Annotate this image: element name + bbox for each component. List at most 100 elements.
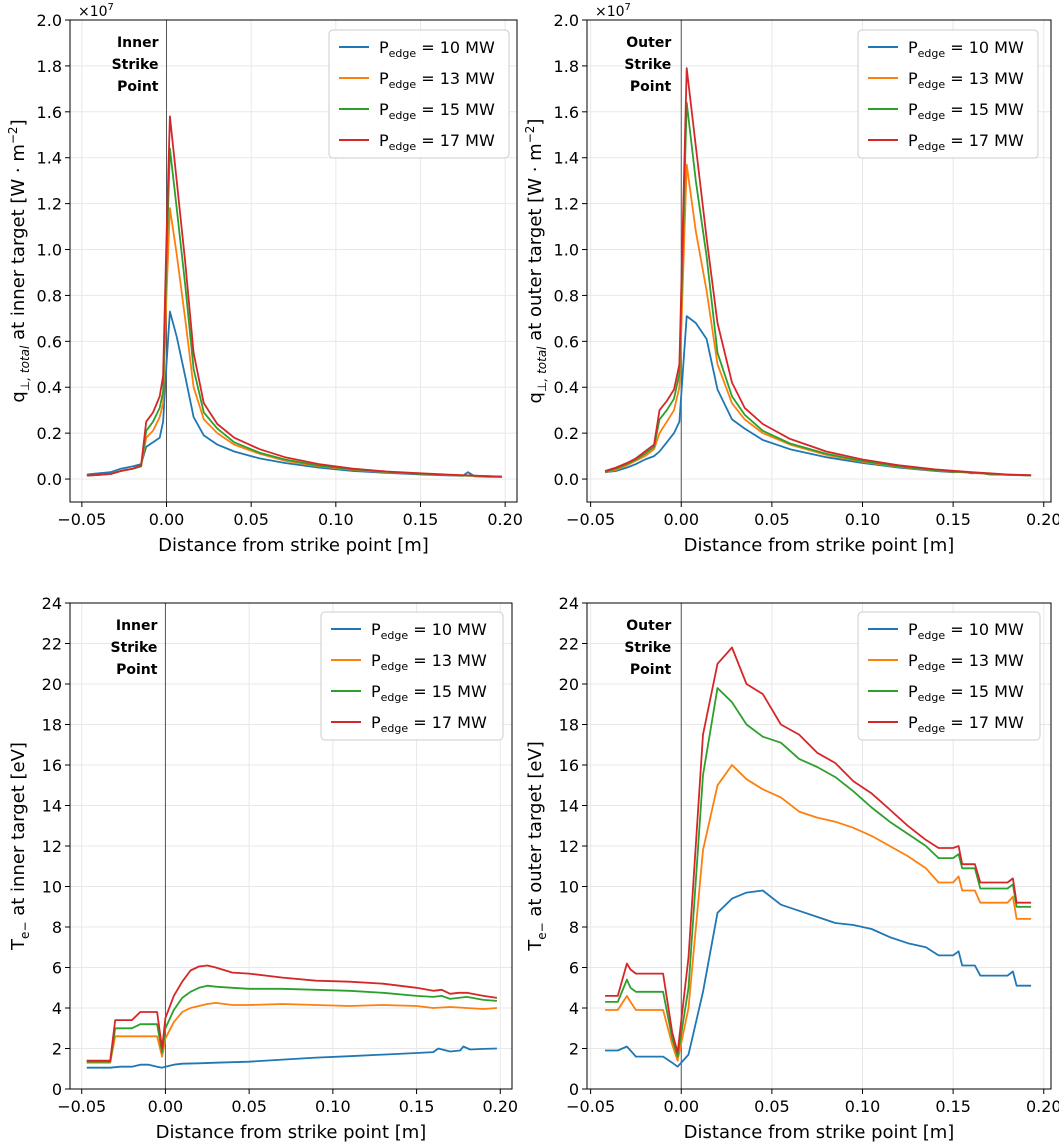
y-tick-label: 1.2 [554, 195, 579, 214]
y-axis-label: q⊥, total at inner target [W · m−2] [6, 119, 32, 402]
legend: Pedge = 10 MW Pedge = 13 MW Pedge = 15 MW P… [857, 611, 1041, 741]
y-tick-label: 18 [559, 716, 579, 735]
chart-panel-top-left: −0.05 0.00 0.05 0.10 0.15 0.20 0.0 0.2 0.4 0.6 0.8… [6, 2, 523, 556]
x-tick-label: 0.20 [1026, 1097, 1059, 1116]
axes-frame [69, 19, 518, 503]
x-tick-label: 0.10 [315, 1097, 351, 1116]
axis-multiplier: ×107 [595, 2, 631, 20]
axis-multiplier: ×107 [78, 2, 114, 20]
y-tick-label: 2 [52, 1040, 62, 1059]
y-tick-label: 10 [559, 878, 579, 897]
y-tick-label: 14 [559, 797, 579, 816]
y-tick-label: 0.0 [554, 470, 579, 489]
chart-panel-bottom-right: −0.05 0.00 0.05 0.10 0.15 0.20024681012141618… [525, 594, 1059, 1143]
y-tick-label: 16 [559, 756, 579, 775]
y-tick-label: 16 [42, 756, 62, 775]
y-tick-label: 24 [42, 594, 62, 613]
y-axis-label: q⊥, total at outer target [W · m−2] [523, 119, 549, 404]
y-tick-label: 0.4 [37, 378, 62, 397]
x-tick-label: 0.00 [149, 510, 185, 529]
x-tick-label: 0.00 [663, 510, 699, 529]
y-tick-label: 1.2 [37, 195, 62, 214]
legend-label: Pedge = 17 MW [371, 713, 487, 735]
y-tick-label: 18 [42, 716, 62, 735]
y-tick-label: 8 [52, 918, 62, 937]
y-axis-label: Te− at inner target [eV] [8, 742, 32, 951]
legend-label: Pedge = 15 MW [379, 100, 495, 122]
y-tick-label: 8 [569, 918, 579, 937]
y-tick-label: 0.6 [37, 332, 62, 351]
chart-panel-bottom-left: −0.05 0.00 0.05 0.10 0.15 0.20024681012141618… [8, 594, 518, 1143]
x-tick-label: 0.10 [845, 1097, 881, 1116]
series-line-13mw [604, 163, 1032, 477]
strike-point-annotation: Outer Strike Point [624, 35, 671, 95]
legend-label: Pedge = 15 MW [371, 682, 487, 704]
y-tick-label: 20 [559, 675, 579, 694]
series-line-17mw [604, 67, 1032, 476]
x-axis-label: Distance from strike point [m] [684, 535, 955, 556]
y-tick-label: 4 [52, 999, 62, 1018]
x-tick-label: 0.20 [482, 1097, 518, 1116]
legend-label: Pedge = 15 MW [908, 100, 1024, 122]
legend-label: Pedge = 13 MW [908, 69, 1024, 91]
legend-label: Pedge = 17 MW [908, 713, 1024, 735]
y-tick-label: 0.0 [37, 470, 62, 489]
legend-label: Pedge = 10 MW [379, 38, 495, 60]
x-tick-label: 0.15 [403, 510, 439, 529]
legend: Pedge = 10 MW Pedge = 13 MW Pedge = 15 MW P… [857, 29, 1039, 159]
y-tick-label: 1.8 [554, 57, 579, 76]
legend-label: Pedge = 17 MW [379, 131, 495, 153]
strike-point-annotation: Inner Strike Point [111, 618, 158, 678]
chart-panel-top-right: −0.05 0.00 0.05 0.10 0.15 0.20 0.0 0.2 0.4 0.6 0.8… [523, 2, 1059, 556]
legend-label: Pedge = 10 MW [908, 620, 1024, 642]
series-line-17mw [86, 964, 498, 1062]
y-tick-label: 0.2 [37, 424, 62, 443]
x-tick-label: 0.15 [399, 1097, 435, 1116]
legend-label: Pedge = 15 MW [908, 682, 1024, 704]
y-tick-label: 4 [569, 999, 579, 1018]
y-axis-label: Te− at outer target [eV] [525, 741, 549, 952]
x-tick-label: 0.05 [233, 510, 269, 529]
x-tick-label: 0.10 [845, 510, 881, 529]
y-tick-label: 12 [559, 837, 579, 856]
y-tick-label: 22 [42, 635, 62, 654]
y-tick-label: 1.8 [37, 57, 62, 76]
x-axis-label: Distance from strike point [m] [158, 535, 429, 556]
x-tick-label: 0.05 [754, 1097, 790, 1116]
series-line-13mw [86, 1002, 497, 1064]
y-tick-label: 0.6 [554, 332, 579, 351]
y-tick-label: 0 [569, 1080, 579, 1099]
y-tick-label: 1.0 [554, 241, 579, 260]
y-tick-label: 0.8 [554, 286, 579, 305]
series-line-10mw [86, 310, 502, 478]
x-tick-label: −0.05 [57, 510, 106, 529]
legend: Pedge = 10 MW Pedge = 13 MW Pedge = 15 MW P… [320, 611, 504, 741]
legend-box [320, 611, 504, 741]
axes-frame [586, 19, 1052, 503]
y-tick-label: 1.6 [37, 103, 62, 122]
x-axis-label: Distance from strike point [m] [684, 1122, 955, 1143]
x-tick-label: −0.05 [566, 1097, 615, 1116]
series-line-17mw [605, 646, 1032, 1054]
y-tick-label: 0.2 [554, 424, 579, 443]
legend-box [857, 611, 1041, 741]
y-tick-label: 22 [559, 635, 579, 654]
x-tick-label: 0.05 [231, 1097, 267, 1116]
strike-point-annotation: Outer Strike Point [624, 618, 671, 678]
x-axis-label: Distance from strike point [m] [156, 1122, 427, 1143]
x-tick-label: 0.00 [663, 1097, 699, 1116]
x-tick-label: 0.20 [487, 510, 523, 529]
y-tick-label: 20 [42, 675, 62, 694]
series-line-13mw [86, 207, 502, 478]
legend-label: Pedge = 17 MW [908, 131, 1024, 153]
y-tick-label: 1.4 [37, 149, 62, 168]
x-tick-label: 0.15 [935, 1097, 971, 1116]
series-line-10mw [605, 889, 1032, 1068]
x-tick-label: 0.05 [754, 510, 790, 529]
x-tick-label: 0.00 [148, 1097, 184, 1116]
y-tick-label: 6 [569, 959, 579, 978]
series-line-10mw [86, 1045, 497, 1069]
series-line-15mw [86, 984, 497, 1063]
y-tick-label: 2.0 [554, 11, 579, 30]
y-tick-label: 10 [42, 878, 62, 897]
